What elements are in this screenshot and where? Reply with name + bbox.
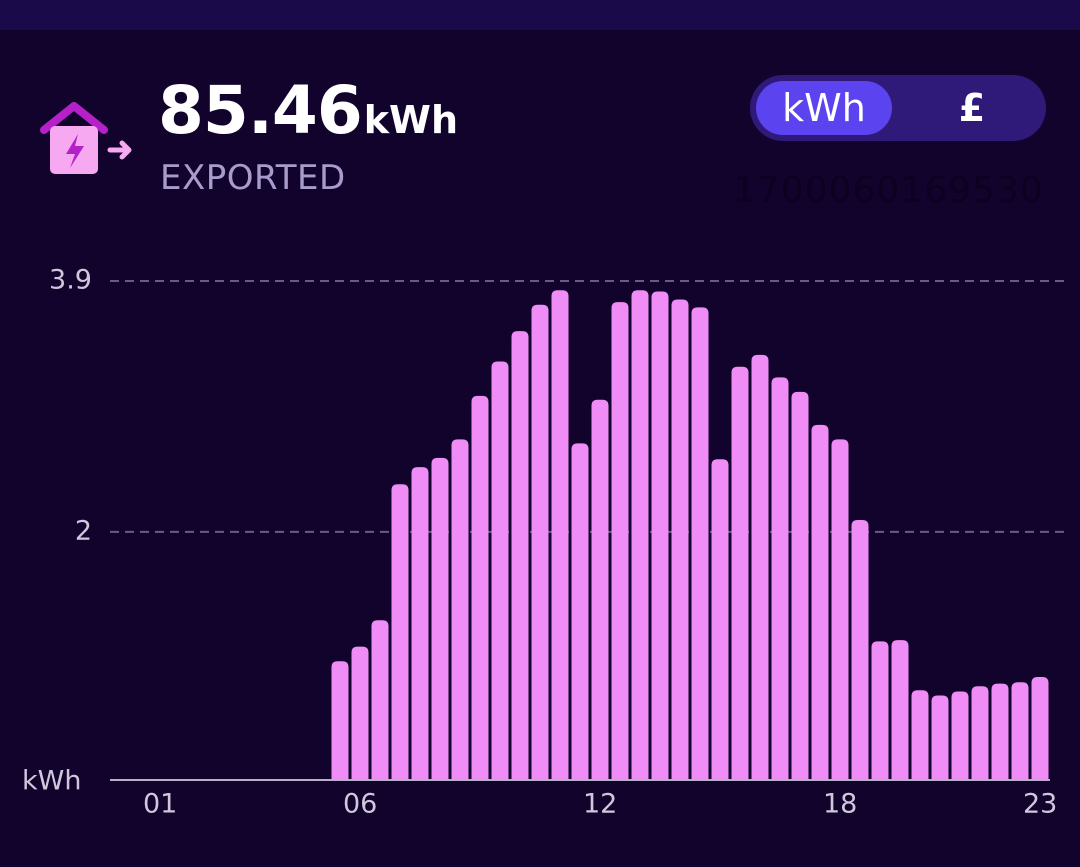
bar [371, 620, 389, 780]
toggle-kwh[interactable]: kWh [756, 81, 892, 135]
bar [551, 290, 569, 780]
bar [471, 395, 489, 780]
bar [411, 467, 429, 780]
bar [751, 354, 769, 780]
bar [611, 302, 629, 780]
bar [711, 459, 729, 780]
bar [351, 646, 369, 780]
bar [391, 484, 409, 780]
bar [811, 424, 829, 780]
amount-unit: kWh [363, 98, 459, 142]
x-tick-label: 18 [823, 789, 857, 820]
bar [451, 439, 469, 780]
bar [651, 291, 669, 780]
export-icon [40, 102, 132, 174]
bar [911, 690, 929, 780]
y-tick-label: 2 [75, 515, 92, 546]
x-tick-label: 06 [343, 789, 377, 820]
bar [731, 366, 749, 780]
bar [991, 683, 1009, 780]
bar [1031, 677, 1049, 780]
bar [791, 391, 809, 780]
bar [491, 361, 509, 780]
bar [591, 399, 609, 780]
bar [1011, 682, 1029, 780]
bar [851, 519, 869, 780]
toggle-gbp[interactable]: £ [958, 86, 986, 130]
bar [331, 661, 349, 780]
amount-label: EXPORTED [160, 158, 346, 198]
status-bar [0, 0, 1080, 30]
bar [571, 443, 589, 780]
amount: 85.46kWh [158, 72, 458, 149]
x-tick-label: 01 [143, 789, 177, 820]
bar [951, 691, 969, 780]
bar [831, 439, 849, 780]
bar [511, 331, 529, 780]
serial-number: 1700060169530 [733, 170, 1044, 211]
bar [771, 377, 789, 780]
y-axis-label: kWh [22, 766, 81, 797]
x-tick-label: 23 [1023, 789, 1057, 820]
bar [891, 640, 909, 780]
bar [931, 695, 949, 780]
bar [971, 686, 989, 780]
bar [871, 641, 889, 780]
bar [431, 457, 449, 780]
unit-toggle: kWh £ [750, 75, 1046, 141]
bar [531, 304, 549, 780]
bar [631, 290, 649, 780]
x-tick-label: 12 [583, 789, 617, 820]
y-tick-label: 3.9 [49, 265, 92, 296]
bar [671, 299, 689, 780]
amount-value: 85.46 [158, 72, 363, 149]
bar [691, 307, 709, 780]
